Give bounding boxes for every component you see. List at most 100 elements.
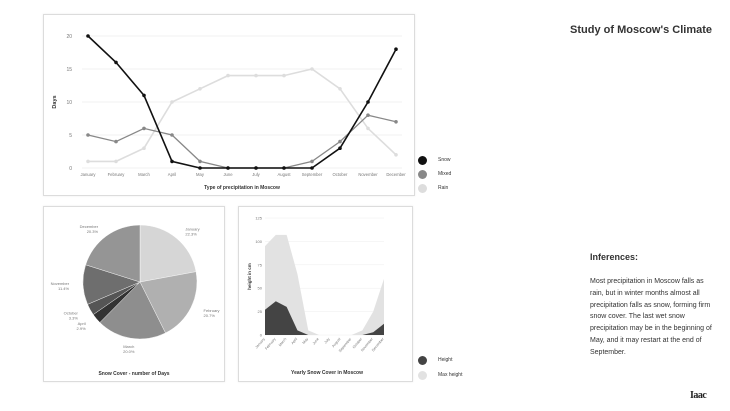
x-tick-label: March [278, 337, 287, 347]
data-point-snow [394, 47, 398, 51]
x-tick-label: March [138, 172, 150, 177]
data-point-snow [282, 166, 286, 170]
inferences-heading: Inferences: [590, 252, 639, 262]
legend-label-max-height: Max height [438, 372, 463, 378]
area-height [265, 301, 384, 335]
data-point-mixed [198, 159, 202, 164]
legend-swatch-height [418, 356, 427, 365]
x-tick-label: June [312, 337, 320, 346]
data-point-snow [310, 166, 314, 170]
legend-label-snow: Snow [438, 157, 451, 163]
data-point-rain [170, 100, 174, 104]
y-tick-label: 50 [258, 286, 263, 291]
y-tick-label: 10 [66, 100, 72, 106]
slice-label: October [64, 310, 79, 315]
x-tick-label: September [302, 172, 323, 177]
data-point-rain [142, 146, 146, 150]
slice-label: December [80, 224, 99, 229]
x-tick-label: January [81, 172, 97, 177]
data-point-rain [114, 159, 118, 164]
page-title: Study of Moscow's Climate [570, 24, 712, 36]
slice-label: March [123, 344, 134, 349]
chart-title: Type of precipitation in Moscow [204, 185, 280, 191]
x-tick-label: October [352, 336, 364, 349]
y-tick-label: 5 [69, 133, 72, 139]
slice-percent-label: 20.3% [87, 229, 99, 234]
slice-percent-label: 20.0% [123, 349, 135, 354]
data-point-mixed [142, 126, 146, 131]
slice-label: November [51, 281, 70, 286]
slice-percent-label: 22.3% [185, 232, 197, 237]
legend-swatch-max-height [418, 371, 427, 380]
data-point-snow [254, 166, 258, 170]
series-line-snow [87, 35, 397, 169]
x-tick-label: October [333, 172, 349, 177]
inferences-text: Most precipitation in Moscow falls as ra… [590, 278, 712, 356]
data-point-mixed [310, 159, 314, 164]
line-chart: 0 5 10 15 20 January February March April May June… [52, 34, 406, 191]
data-point-mixed [366, 113, 370, 117]
slice-label: April [78, 321, 86, 326]
legend-swatch-snow [418, 156, 427, 165]
legend-swatch-rain [418, 184, 427, 193]
legend-label-rain: Rain [438, 185, 449, 191]
y-tick-label: 15 [66, 67, 72, 73]
data-point-snow [170, 159, 174, 164]
data-point-mixed [86, 133, 90, 137]
legend-label-mixed: Mixed [438, 171, 452, 177]
y-tick-label: 25 [258, 309, 263, 314]
x-tick-label: July [252, 172, 260, 177]
x-tick-label: June [223, 172, 233, 177]
data-point-rain [254, 73, 258, 78]
data-point-rain [338, 87, 342, 91]
x-tick-label: December [386, 172, 406, 177]
y-axis-label: Days [52, 95, 58, 108]
data-point-mixed [114, 139, 118, 144]
data-point-mixed [338, 139, 342, 144]
slice-percent-label: 20.7% [204, 313, 216, 318]
series-line-rain [88, 68, 397, 163]
data-point-snow [86, 34, 90, 38]
x-tick-label: July [323, 337, 330, 345]
data-point-snow [114, 60, 118, 65]
y-tick-label: 0 [69, 166, 72, 172]
x-tick-label: April [291, 337, 299, 345]
y-axis-label: height in cm [247, 263, 252, 290]
chart-title: Snow Cover - number of Days [98, 371, 169, 377]
x-tick-label: February [108, 172, 126, 177]
data-point-rain [282, 73, 286, 78]
area-max-height [265, 234, 384, 335]
y-tick-label: 20 [66, 34, 72, 40]
data-point-rain [198, 87, 202, 91]
x-tick-label: August [331, 337, 341, 348]
slice-percent-label: 3.3% [69, 315, 79, 320]
pie-slice-march [99, 281, 166, 340]
y-tick-label: 125 [255, 216, 262, 221]
y-tick-label: 100 [255, 239, 262, 244]
data-point-rain [86, 159, 90, 164]
pie-slice-december [85, 224, 141, 283]
x-tick-label: August [277, 172, 291, 177]
data-point-snow [142, 93, 146, 98]
pie-slice-february [139, 271, 198, 334]
line-chart-panel: 0 5 10 15 20 January February March April May June… [43, 14, 415, 196]
x-tick-label: November [358, 172, 378, 177]
x-tick-label: April [168, 172, 176, 177]
x-tick-label: December [371, 336, 385, 352]
data-point-mixed [394, 120, 398, 124]
x-tick-label: May [196, 172, 205, 177]
slice-percent-label: 11.4% [58, 286, 69, 291]
area-chart-panel: 0 25 50 75 100 125 January February March April Ma… [238, 206, 413, 382]
pie-chart-panel: January 22.3% February 20.7% March 20.0% April… [43, 206, 225, 382]
data-point-rain [310, 67, 314, 71]
legend-swatch-mixed [418, 170, 427, 179]
iaac-logo: Iaac [690, 390, 707, 401]
y-tick-label: 0 [260, 333, 263, 338]
slice-label: January [185, 227, 199, 232]
data-point-rain [366, 126, 370, 131]
pie-slice-january [139, 224, 197, 283]
data-point-snow [198, 166, 202, 170]
data-point-rain [226, 73, 230, 78]
